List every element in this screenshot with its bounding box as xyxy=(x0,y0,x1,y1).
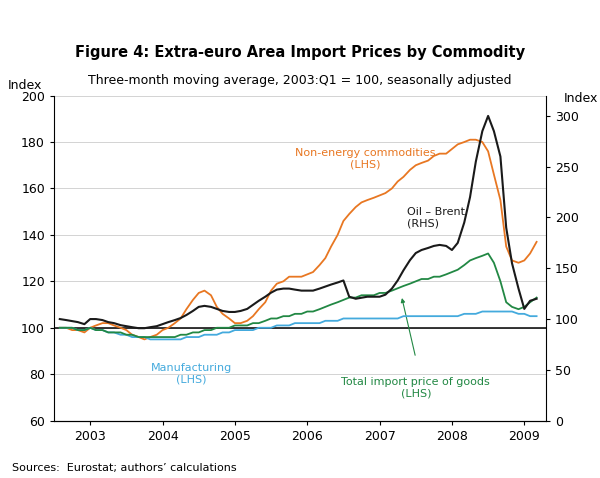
Text: Oil – Brent
(RHS): Oil – Brent (RHS) xyxy=(407,207,465,228)
Text: Sources:  Eurostat; authors’ calculations: Sources: Eurostat; authors’ calculations xyxy=(12,463,236,473)
Y-axis label: Index: Index xyxy=(563,92,598,105)
Text: Non-energy commodities
(LHS): Non-energy commodities (LHS) xyxy=(295,148,436,170)
Title: Figure 4: Extra-euro Area Import Prices by Commodity: Figure 4: Extra-euro Area Import Prices … xyxy=(75,45,525,60)
Text: Three-month moving average, 2003:Q1 = 100, seasonally adjusted: Three-month moving average, 2003:Q1 = 10… xyxy=(88,74,512,87)
Text: Total import price of goods
(LHS): Total import price of goods (LHS) xyxy=(341,377,490,398)
Y-axis label: Index: Index xyxy=(7,79,41,92)
Text: Manufacturing
(LHS): Manufacturing (LHS) xyxy=(151,363,232,384)
